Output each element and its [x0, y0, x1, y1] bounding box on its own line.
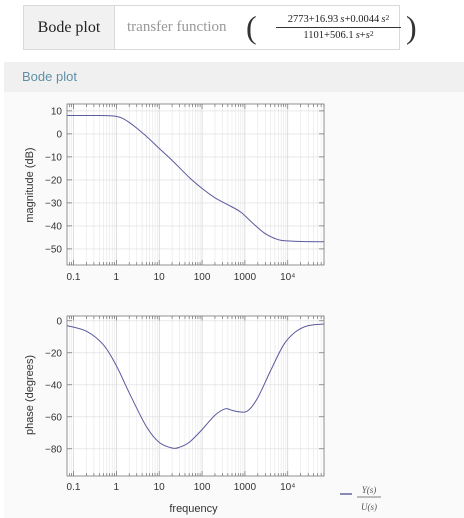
left-paren: ( [246, 9, 257, 45]
y-tick-label: 0 [56, 129, 62, 140]
series-line [66, 114, 325, 243]
legend-denominator: U(s) [361, 502, 377, 512]
y-tick-label: −80 [45, 444, 62, 455]
bode-panel-magnitude: 100−10−20−30−40−500.1 1 10 100 1000 10⁴magnit… [24, 103, 325, 283]
series-line [66, 323, 325, 449]
y-axis-label: magnitude (dB) [24, 147, 36, 222]
input-prefix: transfer function [127, 19, 227, 35]
x-tick-label: 100 [194, 482, 211, 493]
x-tick-label: 100 [194, 272, 211, 283]
plot-frame [66, 315, 325, 477]
transfer-numerator: 2773+16.93 s+0.0044 s2 [276, 12, 401, 28]
x-tick-label: 0.1 [67, 272, 81, 283]
y-tick-label: −50 [45, 244, 62, 255]
x-tick-label: 1 [114, 482, 120, 493]
x-tick-label: 10 [154, 482, 166, 493]
y-tick-label: −60 [45, 412, 62, 423]
transfer-denominator: 1101+506.1 s+s2 [303, 29, 374, 41]
right-paren: ) [406, 9, 417, 45]
pod-title: Bode plot [22, 69, 77, 84]
y-axis-label: phase (degrees) [24, 355, 36, 435]
transfer-function: 2773+16.93 s+0.0044 s2 1101+506.1 s+s2 [276, 12, 401, 44]
pod-header: Bode plot [4, 62, 464, 92]
x-tick-label: 10⁴ [280, 482, 295, 493]
y-tick-label: −20 [45, 348, 62, 359]
y-tick-label: 10 [51, 106, 63, 117]
x-tick-label: 10⁴ [280, 272, 295, 283]
y-tick-label: 0 [56, 316, 62, 327]
x-tick-label: 1 [114, 272, 120, 283]
y-tick-label: −10 [45, 152, 62, 163]
x-tick-label: 0.1 [67, 482, 81, 493]
plot-frame [66, 103, 325, 266]
x-tick-label: 1000 [234, 272, 257, 283]
y-tick-label: −40 [45, 380, 62, 391]
y-tick-label: −20 [45, 175, 62, 186]
y-tick-label: −30 [45, 198, 62, 209]
x-axis-label: frequency [169, 503, 218, 515]
bode-panel-phase: 0 −20 −40 −60 −80 0.1 1 10 100 1000 10⁴ phase (degr… [24, 315, 325, 515]
x-tick-label: 1000 [234, 482, 257, 493]
y-tick-label: −40 [45, 221, 62, 232]
x-tick-label: 10 [154, 272, 166, 283]
input-label: Bode plot [24, 6, 115, 49]
legend-numerator: Y(s) [362, 485, 377, 495]
input-bar[interactable]: Bode plot transfer function ( 2773+16.93… [23, 5, 417, 50]
